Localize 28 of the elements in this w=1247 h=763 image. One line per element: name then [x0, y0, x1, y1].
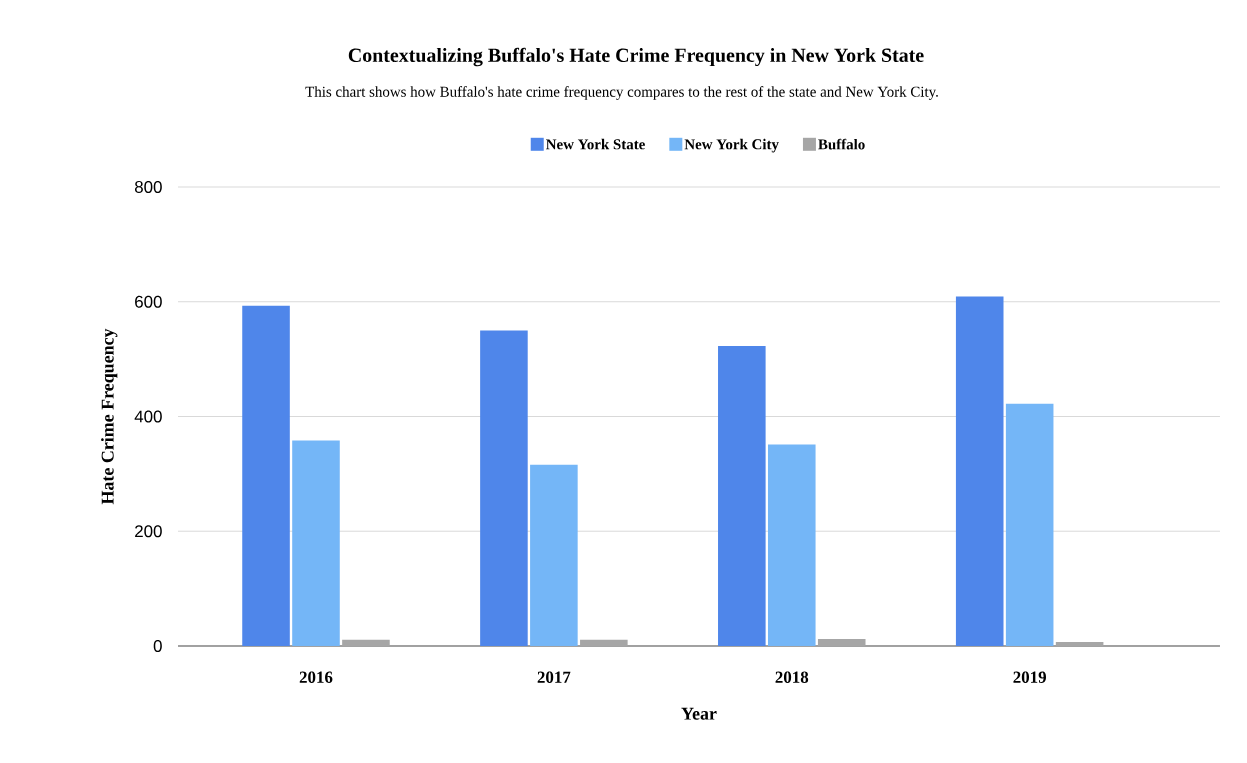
x-tick-label: 2016	[299, 671, 333, 683]
bar	[817, 639, 866, 646]
x-axis-title: Year	[681, 707, 717, 720]
bar	[955, 296, 1004, 646]
bar	[242, 305, 290, 646]
chart-title: Contextualizing Buffalo's Hate Crime Frequency in New York State	[348, 47, 924, 67]
chart-subtitle: This chart shows how Buffalo's hate crime frequency compares to the rest of the state and New York City.	[305, 86, 938, 100]
bar	[718, 345, 766, 646]
y-tick-label: 0	[153, 639, 162, 652]
legend-label: Buffalo	[818, 138, 865, 150]
bar	[480, 330, 528, 646]
x-tick-label: 2017	[537, 671, 571, 683]
bar	[1005, 403, 1054, 646]
bar	[530, 464, 578, 646]
bar	[1055, 641, 1104, 646]
y-axis-title: Hate Crime Frequency	[101, 328, 118, 505]
y-tick-label: 600	[135, 295, 162, 308]
bar	[292, 440, 340, 646]
bar	[767, 444, 816, 646]
legend-label: New York City	[684, 138, 779, 153]
y-tick-label: 400	[134, 410, 162, 423]
bar	[342, 639, 390, 646]
bar	[580, 639, 628, 646]
x-tick-label: 2018	[775, 671, 809, 683]
legend-label: New York State	[546, 138, 645, 150]
y-tick-label: 200	[135, 525, 162, 538]
x-tick-label: 2019	[1013, 671, 1046, 683]
y-tick-label: 800	[134, 180, 162, 193]
